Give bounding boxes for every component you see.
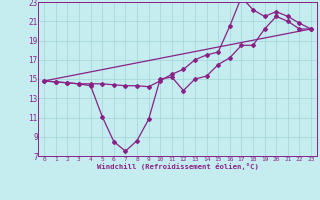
- X-axis label: Windchill (Refroidissement éolien,°C): Windchill (Refroidissement éolien,°C): [97, 163, 259, 170]
